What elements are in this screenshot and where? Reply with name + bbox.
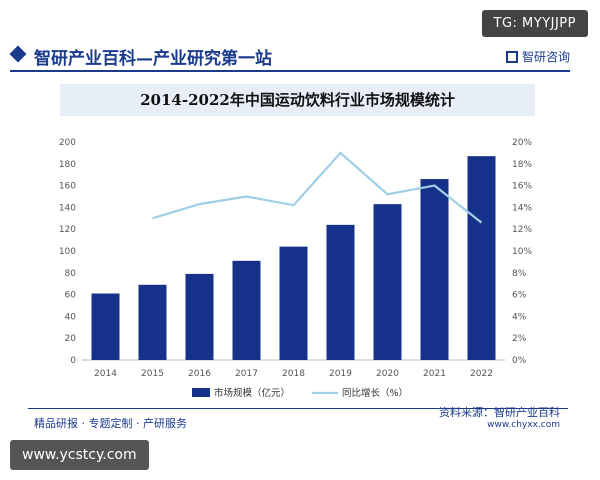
left-tick-label: 40 — [65, 312, 77, 322]
watermark-tag-top: TG: MYYJJPP — [481, 10, 588, 37]
legend: 市场规模（亿元） 同比增长（%） — [192, 387, 408, 399]
bar — [91, 293, 120, 360]
right-tick-label: 18% — [512, 160, 532, 170]
bar — [420, 179, 449, 360]
footer-source: 资料来源：智研产业百科 — [439, 406, 560, 419]
right-tick-label: 16% — [512, 182, 532, 192]
header-divider — [10, 70, 570, 72]
bar — [373, 204, 402, 360]
left-tick-label: 100 — [59, 247, 76, 257]
brand-header: 智研产业百科—产业研究第一站 智研咨询 — [9, 42, 570, 69]
legend-label-line: 同比增长（%） — [342, 387, 408, 399]
legend-label-bar: 市场规模（亿元） — [214, 387, 290, 399]
bar — [185, 273, 214, 360]
left-axis-ticks: 0 20 40 60 80 100 120 140 160 180 200 — [59, 138, 76, 366]
x-tick-label: 2016 — [188, 369, 211, 379]
x-tick-label: 2020 — [376, 369, 399, 379]
right-tick-label: 14% — [512, 203, 532, 213]
footer-divider — [28, 408, 568, 409]
right-tick-label: 4% — [512, 312, 527, 322]
bar — [138, 284, 167, 360]
left-tick-label: 160 — [59, 182, 76, 192]
x-tick-label: 2021 — [423, 369, 446, 379]
line-series — [152, 151, 483, 224]
right-tick-label: 20% — [512, 138, 532, 148]
bar — [467, 156, 496, 360]
x-tick-label: 2022 — [470, 369, 493, 379]
x-axis-ticks: 2014 2015 2016 2017 2018 2019 2020 2021 2022 — [94, 369, 493, 379]
left-tick-label: 120 — [59, 225, 76, 235]
x-tick-label: 2015 — [141, 369, 164, 379]
left-tick-label: 140 — [59, 203, 76, 213]
right-tick-label: 12% — [512, 225, 532, 235]
brand-logo-text: 智研咨询 — [521, 50, 570, 64]
x-tick-label: 2017 — [235, 369, 258, 379]
left-tick-label: 60 — [65, 291, 77, 301]
right-tick-label: 2% — [512, 334, 527, 344]
right-tick-label: 6% — [512, 291, 527, 301]
brand-title: 智研产业百科—产业研究第一站 — [34, 49, 272, 69]
brand-logo: 智研咨询 — [505, 48, 570, 65]
left-tick-label: 200 — [59, 138, 76, 148]
chart-title-band: 2014-2022年中国运动饮料行业市场规模统计 — [60, 84, 535, 116]
right-tick-label: 8% — [512, 269, 527, 279]
left-tick-label: 180 — [59, 160, 76, 170]
logo-mark-icon — [505, 51, 518, 63]
watermark-tag-bottom: www.ycstcy.com — [10, 440, 149, 470]
left-tick-label: 0 — [70, 356, 76, 366]
bar — [326, 224, 355, 360]
bar-series — [91, 156, 496, 360]
right-axis-ticks: 0% 2% 4% 6% 8% 10% 12% 14% 16% 18% 20% — [512, 138, 532, 366]
footer-tagline: 精品研报 · 专题定制 · 产研服务 — [34, 417, 187, 430]
bar — [279, 246, 308, 360]
left-tick-label: 80 — [65, 269, 77, 279]
footer-url: www.chyxx.com — [487, 420, 560, 430]
growth-line — [152, 151, 483, 224]
chart-title: 2014-2022年中国运动饮料行业市场规模统计 — [140, 91, 455, 109]
left-tick-label: 20 — [65, 334, 77, 344]
legend-swatch-bar — [192, 388, 210, 397]
x-tick-label: 2014 — [94, 369, 117, 379]
right-tick-label: 10% — [512, 247, 532, 257]
right-tick-label: 0% — [512, 356, 527, 366]
x-tick-label: 2018 — [282, 369, 305, 379]
bar — [232, 260, 261, 360]
x-tick-label: 2019 — [329, 369, 352, 379]
